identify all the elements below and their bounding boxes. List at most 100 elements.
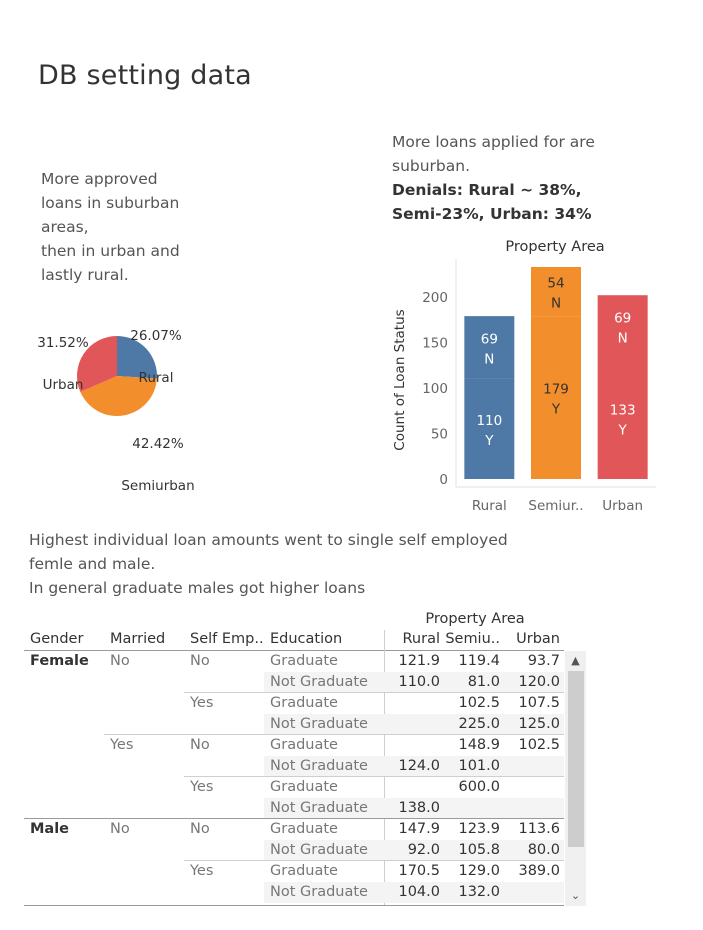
cell-rural xyxy=(386,777,440,798)
bar-data-label-n-1: 54 xyxy=(547,276,564,292)
table-group-divider xyxy=(184,860,564,861)
pie-label-semiurban-name: Semiurban xyxy=(121,478,195,494)
table-group-divider xyxy=(104,734,564,735)
row-shade xyxy=(264,798,564,819)
cell-self-employed: No xyxy=(190,653,210,669)
cell-married: No xyxy=(110,821,130,837)
table-row[interactable]: Not Graduate 92.0 105.8 80.0 xyxy=(24,840,564,861)
pie-chart xyxy=(77,336,157,416)
pie-annotation: More approved loans in suburban areas, t… xyxy=(41,170,180,284)
cell-urban: 93.7 xyxy=(527,653,560,669)
table-row[interactable]: Male No No Graduate 147.9 123.9 113.6 xyxy=(24,819,564,840)
cell-education: Not Graduate xyxy=(270,674,368,690)
bar-series-label-y-0: Y xyxy=(484,433,494,449)
cell-rural: 121.9 xyxy=(398,653,440,669)
cell-education: Not Graduate xyxy=(270,716,368,732)
col-header-rural[interactable]: Rural xyxy=(402,631,441,647)
cell-urban: 80.0 xyxy=(527,842,560,858)
pie-label-rural-name: Rural xyxy=(138,370,174,386)
col-header-gender[interactable]: Gender xyxy=(30,631,84,647)
cell-semiurban xyxy=(444,798,500,819)
pie-label-semiurban-pct: 42.42% xyxy=(132,436,184,452)
cell-urban xyxy=(504,882,560,903)
cell-urban: 125.0 xyxy=(518,716,560,732)
caret-up-icon[interactable]: ▲ xyxy=(571,654,580,667)
cell-education: Not Graduate xyxy=(270,842,368,858)
table-row[interactable]: Not Graduate 124.0 101.0 xyxy=(24,756,564,777)
bar-segment-y-1[interactable] xyxy=(531,316,581,479)
pie-label-rural: 26.07% Rural xyxy=(106,305,206,389)
table-row[interactable]: Yes No Graduate 148.9 102.5 xyxy=(24,735,564,756)
table-row[interactable]: Not Graduate 138.0 xyxy=(24,798,564,819)
pie-slice-semiurban[interactable] xyxy=(80,376,157,416)
table-row[interactable]: Not Graduate 110.0 81.0 120.0 xyxy=(24,672,564,693)
bar-series-label-y-2: Y xyxy=(618,422,628,438)
bar-segment-n-2[interactable] xyxy=(597,295,648,358)
col-header-self-employed[interactable]: Self Emp.. xyxy=(190,631,264,647)
cell-self-employed: Yes xyxy=(190,695,214,711)
cell-semiurban: 102.5 xyxy=(458,695,500,711)
table-annotation: Highest individual loan amounts went to … xyxy=(29,531,508,597)
bar-segment-n-0[interactable] xyxy=(464,316,515,379)
pie-slice-rural[interactable] xyxy=(117,336,157,379)
col-header-education[interactable]: Education xyxy=(270,631,343,647)
cell-education: Not Graduate xyxy=(270,800,368,816)
row-shade xyxy=(264,756,564,777)
cell-semiurban: 123.9 xyxy=(458,821,500,837)
bar-segment-n-1[interactable] xyxy=(531,267,581,317)
cell-rural: 124.0 xyxy=(398,758,440,774)
cell-education: Graduate xyxy=(270,863,338,879)
cell-semiurban: 81.0 xyxy=(467,674,500,690)
bar-data-label-n-0: 69 xyxy=(481,332,498,348)
table-header-divider xyxy=(24,650,564,651)
row-shade xyxy=(264,714,564,735)
bar-segment-y-2[interactable] xyxy=(597,357,648,479)
cell-semiurban: 101.0 xyxy=(458,758,500,774)
bar-chart-x-tick-label: Urban xyxy=(602,498,643,514)
cell-urban: 107.5 xyxy=(518,695,560,711)
table-row[interactable]: Not Graduate 104.0 132.0 xyxy=(24,882,564,903)
pie-label-semiurban: 42.42% Semiurban xyxy=(106,413,210,497)
cell-rural: 147.9 xyxy=(398,821,440,837)
bar-series-label-n-1: N xyxy=(551,296,561,312)
bar-chart-y-axis-label: Count of Loan Status xyxy=(392,309,408,450)
cell-urban: 120.0 xyxy=(518,674,560,690)
cell-gender: Male xyxy=(30,821,70,837)
bar-chart-title: Property Area xyxy=(505,239,604,255)
table-row[interactable]: Yes Graduate 102.5 107.5 xyxy=(24,693,564,714)
bar-segment-y-0[interactable] xyxy=(464,378,515,479)
cell-education: Graduate xyxy=(270,695,338,711)
cell-education: Not Graduate xyxy=(270,758,368,774)
table-row[interactable]: Female No No Graduate 121.9 119.4 93.7 xyxy=(24,651,564,672)
cell-rural xyxy=(386,735,440,756)
pie-slice-urban[interactable] xyxy=(77,336,117,392)
cell-education: Not Graduate xyxy=(270,884,368,900)
pie-label-urban-name: Urban xyxy=(42,377,84,393)
cell-rural: 104.0 xyxy=(398,884,440,900)
bar-series-label-n-2: N xyxy=(618,331,628,347)
row-shade xyxy=(264,672,564,693)
table-scrollbar-thumb[interactable] xyxy=(568,671,584,847)
chevron-down-icon[interactable]: ⌄ xyxy=(570,889,581,902)
row-shade xyxy=(264,840,564,861)
cell-urban: 113.6 xyxy=(518,821,560,837)
col-header-married[interactable]: Married xyxy=(110,631,166,647)
cell-self-employed: Yes xyxy=(190,863,214,879)
bar-annotation: More loans applied for are suburban. xyxy=(392,133,595,175)
cell-semiurban: 129.0 xyxy=(458,863,500,879)
table-row[interactable]: Yes Graduate 170.5 129.0 389.0 xyxy=(24,861,564,882)
cell-urban xyxy=(504,798,560,819)
cell-education: Graduate xyxy=(270,779,338,795)
col-header-semiurban[interactable]: Semiu.. xyxy=(445,631,500,647)
pie-label-urban: 31.52% Urban xyxy=(23,312,103,396)
col-header-urban[interactable]: Urban xyxy=(516,631,560,647)
bar-series-label-y-1: Y xyxy=(551,402,561,418)
cell-self-employed: Yes xyxy=(190,779,214,795)
table-row[interactable]: Yes Graduate 600.0 xyxy=(24,777,564,798)
bar-chart-x-tick-label: Rural xyxy=(472,498,507,514)
cell-semiurban: 105.8 xyxy=(458,842,500,858)
row-shade xyxy=(264,882,564,903)
bar-chart-y-tick-label: 150 xyxy=(422,336,448,352)
table-row[interactable]: Not Graduate 225.0 125.0 xyxy=(24,714,564,735)
cell-urban xyxy=(504,756,560,777)
